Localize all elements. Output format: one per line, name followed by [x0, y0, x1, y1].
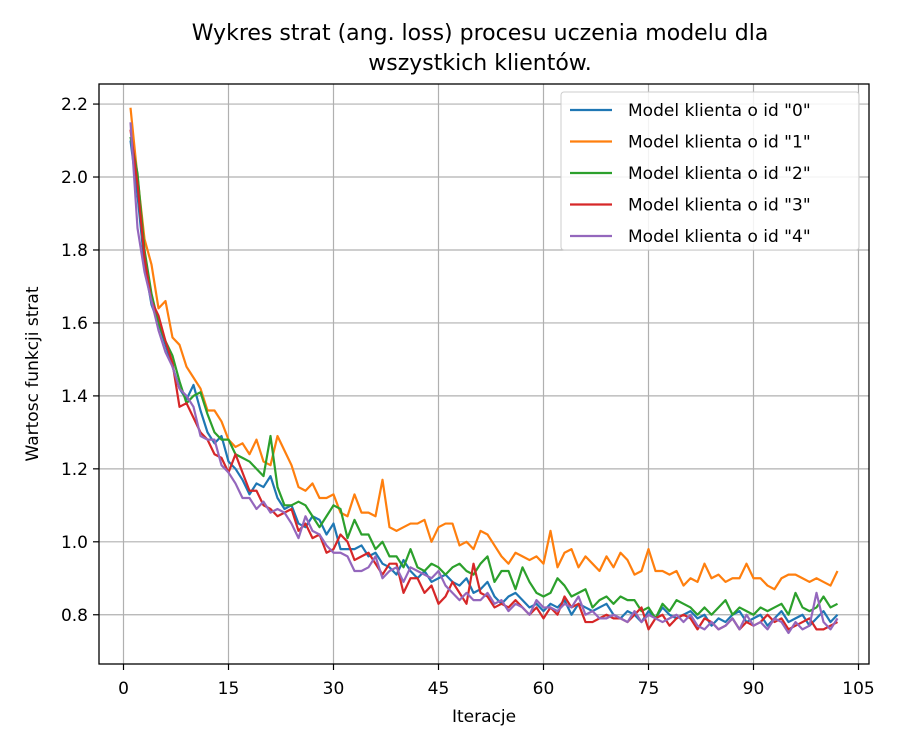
legend: Model klienta o id "0" Model klienta o id… [560, 91, 860, 251]
y-tick-label: 1.8 [61, 241, 88, 261]
x-tick-label: 45 [428, 679, 450, 699]
y-tick-label: 2.0 [61, 168, 88, 188]
legend-label-4: Model klienta o id "4" [628, 227, 811, 247]
x-axis-label: Iteracje [452, 707, 516, 727]
y-axis-label: Wartosc funkcji strat [23, 286, 43, 461]
y-tick-label: 2.2 [61, 95, 88, 115]
legend-label-2: Model klienta o id "2" [628, 164, 811, 184]
x-tick-label: 75 [638, 679, 660, 699]
chart-title-line-1: Wykres strat (ang. loss) procesu uczenia… [192, 21, 769, 46]
axis-ticks: 0 15 30 45 60 75 90 105 0.8 1.0 1.2 1.4 1.6 1.8 2.0 2.2 [61, 95, 875, 699]
legend-label-3: Model klienta o id "3" [628, 196, 811, 216]
series-line-0 [129, 140, 839, 627]
y-tick-label: 1.2 [61, 460, 88, 480]
legend-label-0: Model klienta o id "0" [628, 101, 811, 121]
legend-box [560, 91, 860, 251]
series-line-1 [129, 107, 839, 591]
x-tick-label: 30 [323, 679, 345, 699]
x-tick-label: 15 [218, 679, 240, 699]
series-line-2 [129, 136, 839, 620]
x-tick-label: 90 [743, 679, 765, 699]
y-tick-label: 1.0 [61, 533, 88, 553]
legend-label-1: Model klienta o id "1" [628, 133, 811, 153]
x-tick-label: 60 [533, 679, 555, 699]
x-tick-label: 0 [118, 679, 129, 699]
x-tick-label: 105 [842, 679, 874, 699]
y-tick-label: 1.4 [61, 387, 88, 407]
plot-frame [98, 83, 870, 665]
series-lines [129, 107, 839, 635]
y-tick-label: 1.6 [61, 314, 88, 334]
series-line-4 [129, 122, 839, 635]
chart-title-line-2: wszystkich klientów. [368, 51, 592, 76]
y-tick-label: 0.8 [61, 606, 88, 626]
